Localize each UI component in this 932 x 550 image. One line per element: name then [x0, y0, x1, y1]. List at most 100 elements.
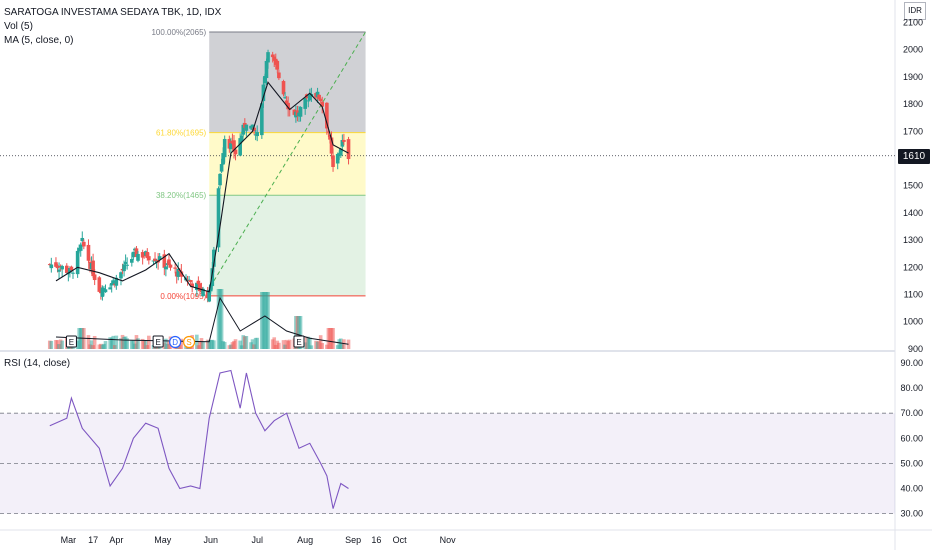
price-candle — [64, 265, 69, 274]
volume-bar — [86, 335, 91, 349]
price-candle — [308, 93, 312, 101]
price-candle — [338, 148, 343, 156]
dividend-marker-label: D — [172, 338, 178, 347]
split-marker-label: S — [186, 338, 191, 347]
price-candle — [233, 149, 238, 155]
price-candle — [153, 258, 157, 262]
price-axis-tick: 1700 — [903, 126, 923, 136]
time-axis-tick: Apr — [109, 535, 123, 545]
price-candle — [260, 103, 264, 136]
earnings-marker — [152, 335, 164, 348]
price-axis-tick: 900 — [908, 344, 923, 354]
volume-bar — [320, 343, 325, 349]
volume-bar — [179, 338, 184, 349]
price-candle — [326, 131, 331, 133]
price-candle — [229, 143, 233, 150]
volume-ma-line — [55, 296, 349, 345]
last-price-tag: 1610 — [898, 149, 930, 164]
price-candle — [306, 100, 311, 102]
price-candle — [331, 155, 335, 167]
price-candle — [157, 256, 162, 261]
volume-bar — [338, 338, 343, 349]
price-axis-tick: 1900 — [903, 72, 923, 82]
volume-bar — [309, 345, 314, 349]
volume-bar — [219, 289, 224, 349]
rsi-line — [49, 369, 349, 509]
price-candle — [122, 264, 126, 272]
earnings-marker-label: E — [296, 338, 301, 347]
price-candle — [264, 60, 269, 79]
price-candle — [238, 138, 242, 156]
price-candle — [145, 252, 150, 259]
time-axis-tick: 17 — [88, 535, 98, 545]
price-candle — [86, 244, 91, 261]
volume-bar — [103, 341, 108, 349]
price-axis-tick: 1800 — [903, 99, 923, 109]
price-candle — [114, 277, 119, 286]
volume-bar — [201, 341, 205, 349]
legend-volume[interactable]: Vol (5) — [4, 21, 33, 32]
volume-bar — [60, 340, 64, 349]
volume-bar — [147, 335, 151, 349]
price-candle — [222, 138, 227, 158]
volume-bar — [281, 340, 286, 349]
rsi-axis-tick: 90.00 — [900, 358, 923, 368]
price-candle — [136, 254, 140, 261]
volume-bar — [92, 336, 97, 349]
price-candle — [80, 237, 85, 242]
price-candle — [164, 266, 168, 270]
earnings-marker-label: E — [155, 338, 160, 347]
price-candle — [55, 265, 60, 269]
price-candle — [329, 137, 334, 154]
volume-bar — [266, 292, 270, 349]
price-candle — [162, 254, 167, 268]
time-axis-tick: Sep — [345, 535, 361, 545]
price-candle — [108, 287, 112, 290]
price-axis-tick: 2000 — [903, 45, 923, 55]
price-candle — [196, 280, 201, 285]
volume-bar — [222, 341, 227, 349]
price-candle — [266, 52, 270, 63]
price-candle — [78, 244, 83, 251]
volume-bar — [287, 339, 292, 349]
rsi-axis-tick: 70.00 — [900, 408, 923, 418]
price-candle — [346, 139, 351, 160]
price-candle — [49, 264, 54, 269]
price-candle — [176, 268, 181, 277]
volume-bar — [346, 339, 351, 349]
price-candle — [208, 284, 213, 292]
price-candle — [201, 288, 205, 297]
price-axis-tick: 1300 — [903, 235, 923, 245]
price-candle — [303, 97, 307, 109]
volume-bar — [342, 339, 346, 349]
legend-rsi[interactable]: RSI (14, close) — [4, 358, 71, 369]
price-candle — [216, 188, 221, 248]
rsi-axis-tick: 30.00 — [900, 509, 923, 519]
price-candle — [218, 173, 222, 186]
price-candle — [71, 272, 75, 274]
time-axis-tick: Mar — [61, 535, 77, 545]
price-candle — [103, 289, 108, 293]
time-axis-tick: Aug — [297, 535, 313, 545]
price-candle — [167, 259, 171, 266]
currency-badge: IDR — [904, 2, 926, 20]
fib-level-label: 100.00%(2065) — [151, 28, 206, 37]
price-candle — [147, 256, 151, 261]
price-candle — [195, 282, 199, 290]
price-candle — [131, 251, 136, 258]
price-candle — [286, 102, 290, 110]
rsi-axis-tick: 40.00 — [900, 484, 923, 494]
price-candle — [250, 124, 255, 130]
volume-bar — [238, 340, 242, 349]
price-candle — [244, 124, 249, 131]
volume-bar — [298, 316, 303, 349]
price-candle — [60, 266, 64, 270]
volume-bar — [331, 328, 335, 349]
price-candle — [125, 264, 129, 266]
volume-bar — [89, 340, 94, 349]
legend-ma[interactable]: MA (5, close, 0) — [4, 35, 74, 46]
volume-bar — [125, 338, 129, 349]
ma-line — [55, 81, 349, 293]
rsi-axis-tick: 60.00 — [900, 433, 923, 443]
